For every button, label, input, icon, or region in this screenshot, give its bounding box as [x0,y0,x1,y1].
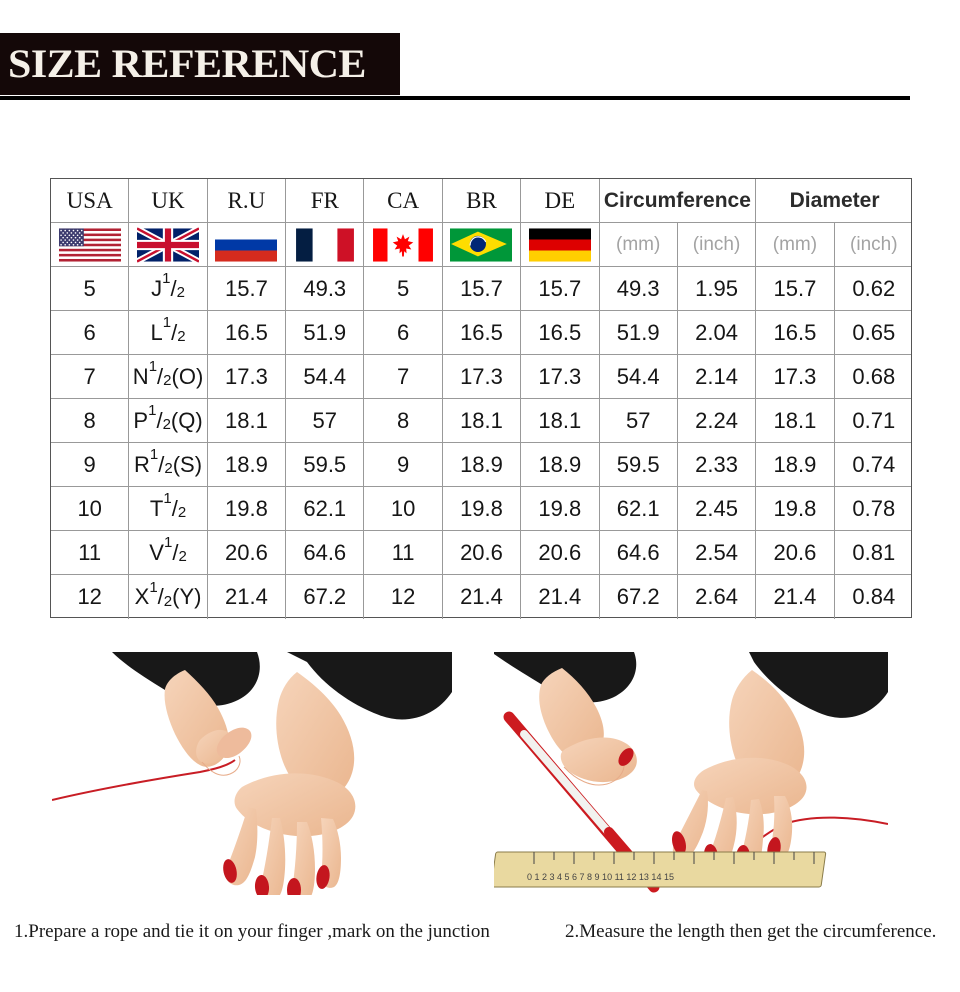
svg-text:0 1 2 3 4 5 6 7 8 9 10 11 12 1: 0 1 2 3 4 5 6 7 8 9 10 11 12 13 14 15 [527,872,674,882]
